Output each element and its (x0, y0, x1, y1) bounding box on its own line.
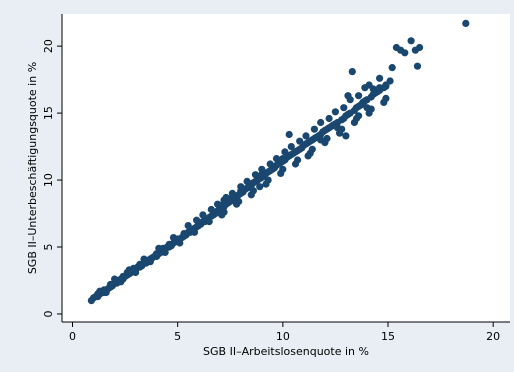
x-tick-label: 20 (486, 330, 500, 343)
data-point (266, 160, 274, 168)
points-layer (87, 19, 470, 305)
data-point (281, 148, 289, 156)
data-point (376, 74, 384, 82)
data-point (342, 132, 350, 140)
data-point (243, 177, 251, 185)
y-axis-title: SGB II–Unterbeschäftigungsquote in % (26, 62, 39, 274)
data-point (125, 266, 133, 274)
x-tick-label: 0 (69, 330, 76, 343)
data-point (331, 108, 339, 116)
data-point (262, 180, 270, 188)
data-point (199, 211, 207, 219)
data-point (169, 234, 178, 242)
data-point (205, 218, 213, 226)
data-point (333, 124, 342, 132)
data-point (350, 118, 358, 127)
data-point (291, 160, 300, 168)
data-point (310, 125, 318, 133)
data-point (386, 77, 394, 85)
data-point (228, 189, 236, 197)
data-point (340, 104, 348, 112)
data-point (207, 205, 215, 214)
data-point (355, 112, 363, 120)
data-point (111, 275, 119, 283)
data-point (407, 37, 415, 45)
x-ticks: 0 5 10 15 20 (69, 322, 500, 343)
data-point (272, 155, 281, 163)
data-point (365, 109, 373, 117)
x-axis-title: SGB II–Arbeitslosenquote in % (203, 345, 369, 358)
data-point (388, 64, 396, 72)
data-point (344, 92, 352, 100)
data-point (237, 183, 245, 191)
data-point (161, 248, 169, 256)
x-tick-label: 10 (276, 330, 290, 343)
data-point (247, 191, 255, 199)
data-point (117, 278, 125, 286)
data-point (317, 118, 325, 127)
data-point (401, 49, 409, 57)
data-point (218, 211, 226, 219)
data-point (416, 43, 424, 52)
data-point (258, 165, 266, 173)
data-point (176, 239, 184, 247)
x-tick-label: 5 (174, 330, 181, 343)
data-point (325, 114, 333, 123)
data-point (140, 255, 148, 263)
data-point (220, 196, 228, 204)
y-tick-label: 5 (42, 244, 55, 251)
data-point (193, 216, 201, 224)
data-point (155, 244, 163, 252)
data-point (256, 183, 264, 191)
y-tick-label: 0 (42, 311, 55, 318)
data-point (132, 268, 140, 277)
data-point (233, 200, 241, 208)
data-point (251, 171, 260, 179)
data-point (413, 62, 422, 70)
data-point (376, 84, 384, 92)
data-point (96, 287, 104, 295)
data-point (277, 169, 285, 177)
y-tick-label: 15 (42, 106, 55, 120)
data-point (214, 200, 222, 208)
data-point (380, 98, 388, 106)
data-point (369, 85, 377, 93)
y-ticks: 0 5 10 15 20 (42, 39, 62, 318)
data-point (190, 228, 199, 236)
data-point (348, 68, 356, 76)
data-point (355, 92, 363, 100)
y-tick-label: 10 (42, 173, 55, 187)
data-point (146, 258, 154, 266)
data-point (304, 152, 312, 160)
data-point (317, 136, 325, 144)
data-point (287, 143, 295, 151)
data-point (363, 104, 371, 112)
data-point (336, 129, 344, 137)
data-point (296, 137, 304, 145)
data-point (102, 288, 110, 297)
x-tick-label: 15 (381, 330, 395, 343)
data-point (462, 19, 470, 27)
y-tick-label: 20 (42, 39, 55, 53)
data-point (285, 130, 293, 139)
data-point (302, 132, 310, 140)
data-point (184, 222, 192, 230)
